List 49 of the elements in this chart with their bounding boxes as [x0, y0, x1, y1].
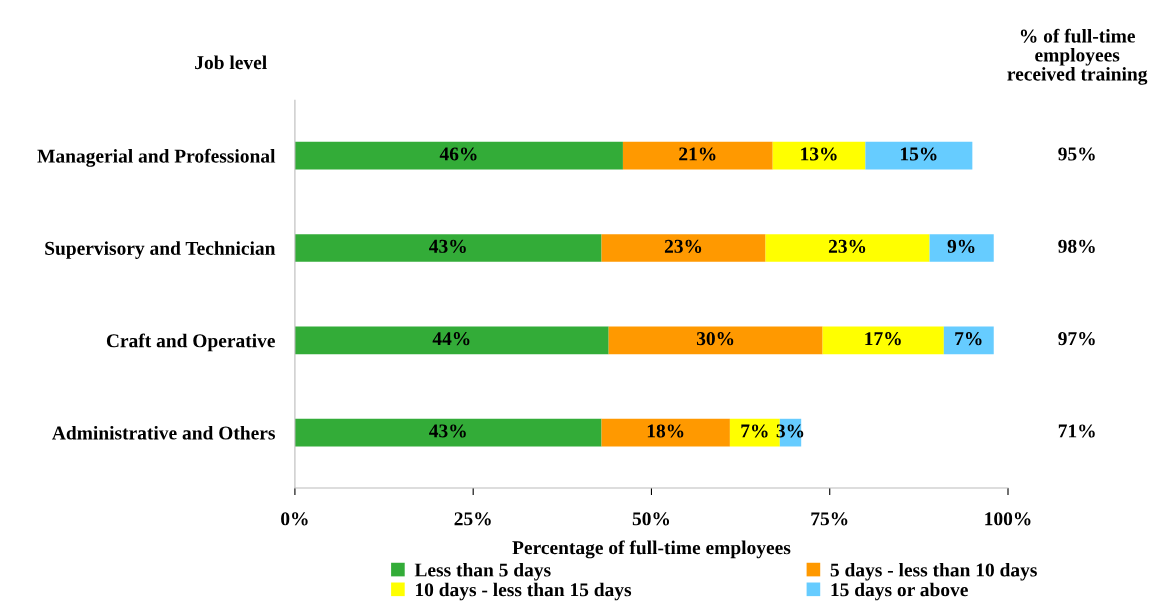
data-label: 17% — [865, 332, 901, 346]
data-label: 18% — [647, 424, 684, 438]
legend-label: 10 days - less than 15 days — [415, 582, 632, 601]
x-tick-label: 100% — [985, 512, 1031, 526]
text: 95% — [1058, 147, 1095, 161]
data-label: 7% — [955, 332, 982, 346]
y-tick-label: Supervisory and Technician — [45, 241, 276, 259]
bar — [772, 141, 866, 170]
x-tick-label: 75% — [811, 512, 848, 526]
bar — [608, 326, 823, 355]
data-label: 9% — [947, 239, 975, 253]
legend-label: Less than 5 days — [414, 562, 551, 581]
data-label: 43% — [429, 239, 466, 253]
data-label: 21% — [679, 147, 716, 161]
bar — [294, 418, 602, 447]
bar — [822, 326, 944, 355]
x-axis-title: Percentage of full-time employees — [512, 540, 791, 559]
data-label: 43% — [429, 424, 466, 438]
bar — [929, 234, 994, 262]
legend-label: 15 days or above — [831, 582, 968, 601]
bar — [943, 326, 994, 355]
bar — [294, 234, 602, 262]
data-label: 30% — [696, 332, 734, 346]
data-label: 23% — [664, 239, 702, 253]
bar — [294, 326, 609, 355]
y-tick-label: Craft and Operative — [106, 333, 275, 352]
data-label: 13% — [801, 147, 837, 161]
text: 71% — [1058, 424, 1095, 438]
data-label: 44% — [432, 332, 470, 346]
bar — [601, 234, 766, 262]
x-tick-label: 0% — [281, 512, 308, 526]
x-tick-label: 50% — [632, 512, 670, 526]
bar — [765, 234, 930, 262]
bar — [601, 418, 730, 447]
text: 98% — [1058, 239, 1095, 253]
data-label: 15% — [900, 147, 937, 161]
data-label: 7% — [741, 424, 768, 438]
y-tick-label: Managerial and Professional — [37, 148, 276, 167]
text: % of full-time employees received training — [1007, 28, 1148, 85]
legend-label: 5 days - less than 10 days — [830, 562, 1037, 581]
bar — [865, 141, 973, 170]
text: 97% — [1058, 332, 1095, 346]
y-axis-title: Job level — [195, 55, 267, 70]
data-label: 23% — [828, 239, 866, 253]
data-label: 46% — [439, 147, 477, 161]
bar — [294, 141, 623, 170]
bar — [622, 141, 773, 170]
x-tick-label: 25% — [454, 512, 491, 526]
y-tick-label: Administrative and Others — [52, 425, 275, 440]
